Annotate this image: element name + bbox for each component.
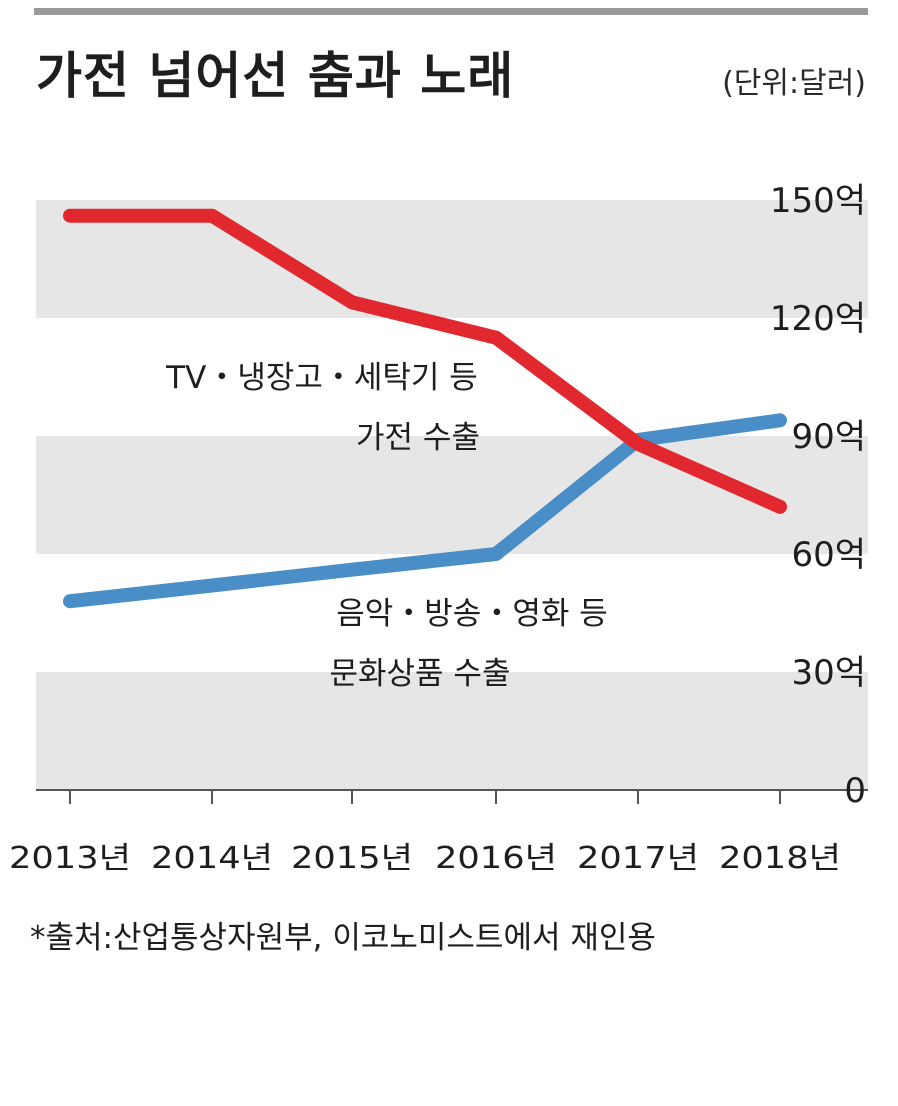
x-tick-label: 2016년: [435, 841, 557, 876]
x-axis-labels: 2013년 2014년 2015년 2016년 2017년 2018년: [9, 841, 841, 876]
unit-label: (단위:달러): [722, 66, 866, 101]
series-lines: [63, 208, 787, 609]
grid-band: [36, 436, 868, 554]
x-tick-label: 2018년: [719, 841, 841, 876]
appliance-series-label: 가전 수출: [356, 420, 480, 456]
y-tick-label: 60억: [791, 535, 866, 575]
y-tick-label: 30억: [791, 653, 866, 693]
y-tick-label: 120억: [770, 299, 866, 339]
x-tick-label: 2013년: [9, 841, 131, 876]
x-axis: [36, 789, 868, 804]
y-tick-label: 150억: [770, 181, 866, 221]
culture-series-label: 문화상품 수출: [330, 656, 511, 692]
source-note: *출처:산업통상자원부, 이코노미스트에서 재인용: [30, 920, 656, 956]
culture-series-label: 음악・방송・영화 등: [336, 596, 608, 632]
x-tick-label: 2017년: [577, 841, 699, 876]
y-axis-labels: 0 30억 60억 90억 120억 150억: [770, 181, 866, 811]
x-tick-label: 2015년: [291, 841, 413, 876]
culture-export-line: [63, 413, 787, 609]
x-tick-label: 2014년: [151, 841, 273, 876]
chart-title: 가전 넘어선 춤과 노래: [36, 47, 515, 105]
grid-band: [36, 672, 868, 790]
top-rule: [34, 8, 868, 15]
y-tick-label: 0: [844, 771, 866, 811]
y-tick-label: 90억: [791, 417, 866, 457]
appliance-series-label: TV・냉장고・세탁기 등: [165, 360, 478, 396]
appliance-export-line: [63, 208, 787, 514]
